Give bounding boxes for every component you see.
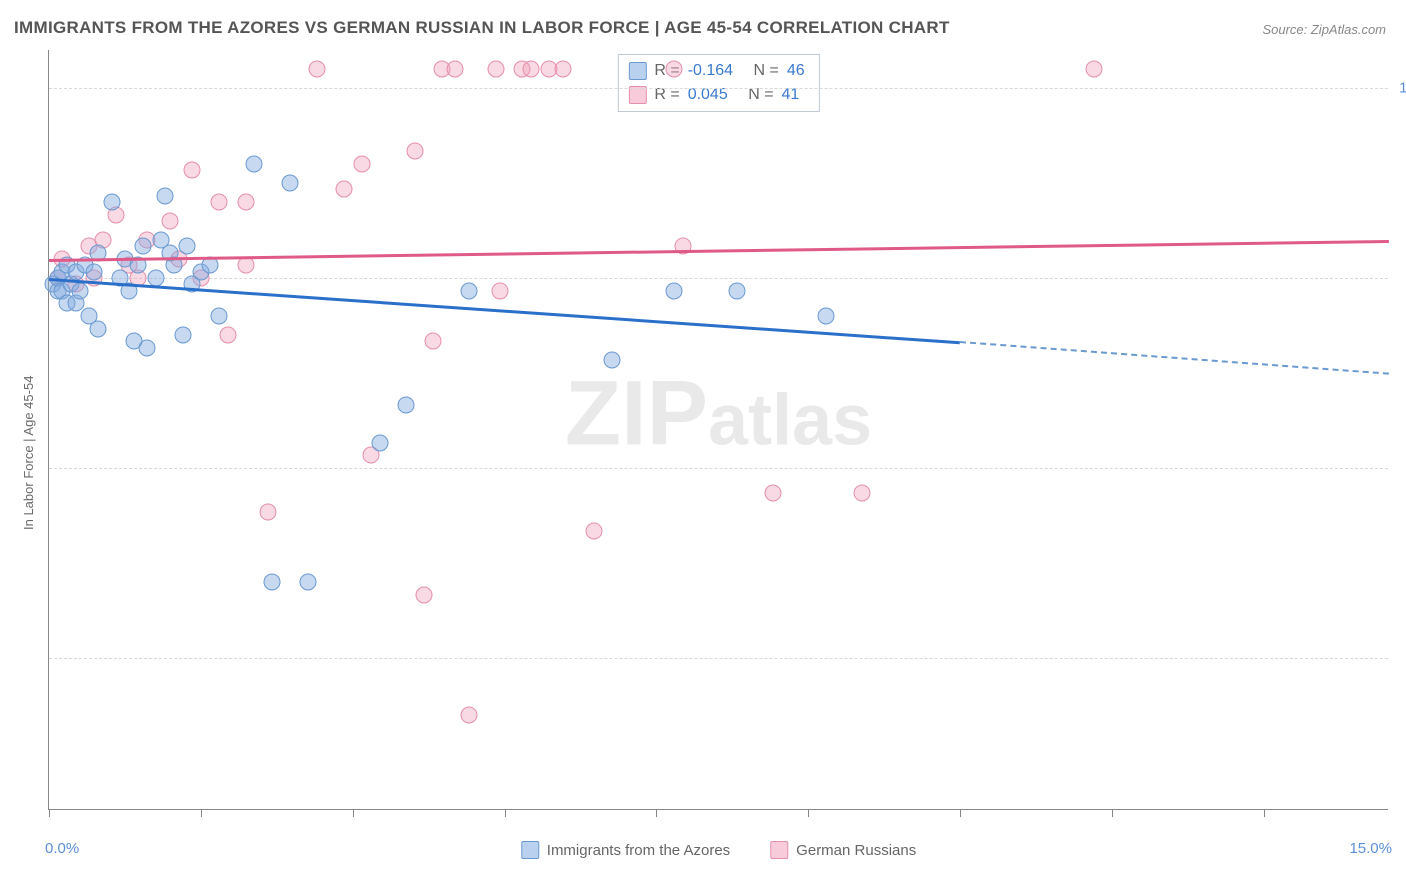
x-tick (656, 809, 657, 817)
data-point (492, 282, 509, 299)
data-point (179, 238, 196, 255)
y-axis-title: In Labor Force | Age 45-54 (21, 376, 36, 530)
data-point (728, 282, 745, 299)
data-point (237, 257, 254, 274)
legend-item: Immigrants from the Azores (521, 841, 730, 859)
data-point (1086, 61, 1103, 78)
data-point (853, 485, 870, 502)
data-point (487, 61, 504, 78)
gridline (49, 278, 1388, 279)
data-point (85, 263, 102, 280)
gridline (49, 658, 1388, 659)
data-point (523, 61, 540, 78)
data-point (416, 586, 433, 603)
r-value: 0.045 (688, 83, 728, 107)
data-point (460, 707, 477, 724)
data-point (264, 574, 281, 591)
data-point (210, 194, 227, 211)
data-point (666, 61, 683, 78)
trend-line (49, 240, 1389, 261)
x-tick (201, 809, 202, 817)
legend-row: R = 0.045 N = 41 (628, 83, 804, 107)
data-point (425, 333, 442, 350)
x-tick (49, 809, 50, 817)
n-label: N = (754, 59, 779, 83)
data-point (300, 574, 317, 591)
data-point (259, 504, 276, 521)
x-tick (1112, 809, 1113, 817)
data-point (335, 181, 352, 198)
legend-item: German Russians (770, 841, 916, 859)
plot-area: ZIPatlas In Labor Force | Age 45-54 0.0%… (48, 50, 1388, 810)
gridline (49, 88, 1388, 89)
data-point (219, 327, 236, 344)
x-axis-left-label: 0.0% (45, 840, 79, 857)
data-point (282, 175, 299, 192)
watermark: ZIPatlas (565, 362, 872, 467)
series-legend: Immigrants from the Azores German Russia… (521, 841, 916, 859)
x-axis-right-label: 15.0% (1349, 840, 1392, 857)
data-point (603, 352, 620, 369)
x-tick (808, 809, 809, 817)
x-tick (353, 809, 354, 817)
n-value: 41 (782, 83, 800, 107)
legend-row: R = -0.164 N = 46 (628, 59, 804, 83)
data-point (134, 238, 151, 255)
data-point (72, 282, 89, 299)
gridline (49, 468, 1388, 469)
data-point (157, 187, 174, 204)
data-point (201, 257, 218, 274)
data-point (764, 485, 781, 502)
legend-label: Immigrants from the Azores (547, 842, 730, 859)
data-point (353, 156, 370, 173)
data-point (148, 270, 165, 287)
data-point (161, 213, 178, 230)
data-point (210, 308, 227, 325)
data-point (407, 143, 424, 160)
data-point (90, 320, 107, 337)
legend-swatch-blue (628, 62, 646, 80)
r-label: R = (654, 83, 679, 107)
data-point (183, 162, 200, 179)
data-point (818, 308, 835, 325)
data-point (103, 194, 120, 211)
data-point (309, 61, 326, 78)
data-point (447, 61, 464, 78)
data-point (666, 282, 683, 299)
data-point (371, 434, 388, 451)
data-point (246, 156, 263, 173)
n-value: 46 (787, 59, 805, 83)
legend-label: German Russians (796, 842, 916, 859)
correlation-legend: R = -0.164 N = 46 R = 0.045 N = 41 (617, 54, 819, 112)
r-value: -0.164 (688, 59, 733, 83)
data-point (237, 194, 254, 211)
data-point (139, 339, 156, 356)
y-tick-label: 100.0% (1399, 80, 1406, 97)
legend-swatch-pink (770, 841, 788, 859)
chart-title: IMMIGRANTS FROM THE AZORES VS GERMAN RUS… (14, 18, 950, 38)
x-tick (960, 809, 961, 817)
x-tick (1264, 809, 1265, 817)
x-tick (505, 809, 506, 817)
n-label: N = (748, 83, 773, 107)
legend-swatch-blue (521, 841, 539, 859)
trend-line (960, 341, 1389, 375)
data-point (175, 327, 192, 344)
source-label: Source: ZipAtlas.com (1262, 22, 1386, 37)
data-point (460, 282, 477, 299)
data-point (554, 61, 571, 78)
data-point (585, 523, 602, 540)
data-point (398, 396, 415, 413)
